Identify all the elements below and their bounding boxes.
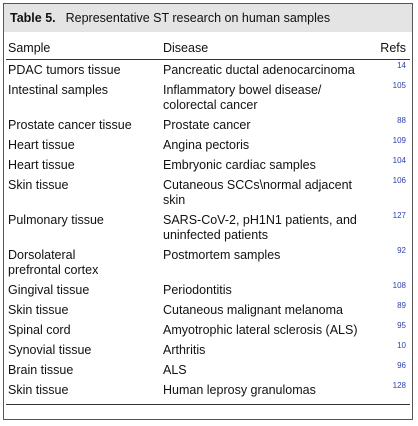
cell-line: Intestinal samples <box>8 83 109 97</box>
sample-cell: Skin tissue <box>6 380 161 405</box>
cell-line: Skin tissue <box>8 178 69 192</box>
sample-cell: Heart tissue <box>6 155 161 175</box>
table-row: Dorsolateral prefrontal cortex Postmortem … <box>6 245 410 280</box>
ref-cell: 108 <box>392 281 406 290</box>
table-row: Pulmonary tissue SARS-CoV-2, pH1N1 patien… <box>6 210 410 245</box>
cell-line: Synovial tissue <box>8 343 92 357</box>
disease-cell: Amyotrophic lateral sclerosis (ALS) <box>161 320 376 340</box>
table-row: Heart tissue Embryonic cardiac samples 104 <box>6 155 410 175</box>
header-row: Sample Disease Refs <box>6 32 410 60</box>
cell-line: Brain tissue <box>8 363 74 377</box>
ref-cell: 88 <box>397 116 406 125</box>
disease-cell: Embryonic cardiac samples <box>161 155 376 175</box>
cell-line: Heart tissue <box>8 158 75 172</box>
table-label: Table 5. <box>10 11 56 25</box>
disease-cell: Periodontitis <box>161 280 376 300</box>
cell-line: Inflammatory bowel disease/ <box>163 83 322 97</box>
header-cell: Disease <box>161 32 376 60</box>
cell-line: SARS-CoV-2, pH1N1 patients, and <box>163 213 357 227</box>
cell-line: Angina pectoris <box>163 138 250 152</box>
cell-line: Amyotrophic lateral sclerosis (ALS) <box>163 323 358 337</box>
cell-line: Postmortem samples <box>163 248 281 262</box>
ref-cell: 92 <box>397 246 406 255</box>
cell-line: Heart tissue <box>8 138 75 152</box>
ref-cell: 10 <box>397 341 406 350</box>
table-row: Prostate cancer tissue Prostate cancer 88 <box>6 115 410 135</box>
header-cell: Sample <box>6 32 161 60</box>
disease-cell: Cutaneous SCCs\normal adjacent skin <box>161 175 376 210</box>
cell-line: Pancreatic ductal adenocarcinoma <box>163 63 355 77</box>
table-row: Brain tissue ALS 96 <box>6 360 410 380</box>
cell-line: Spinal cord <box>8 323 71 337</box>
table-row: Skin tissue Cutaneous SCCs\normal adjacen… <box>6 175 410 210</box>
table: Sample Disease Refs PDAC tumors tissue Pa… <box>6 32 410 405</box>
table-frame: Table 5. Representative ST research on hu… <box>3 3 413 420</box>
cell-line: Periodontitis <box>163 283 232 297</box>
cell-line: Gingival tissue <box>8 283 90 297</box>
cell-line: Arthritis <box>163 343 206 357</box>
disease-cell: Angina pectoris <box>161 135 376 155</box>
disease-cell: Prostate cancer <box>161 115 376 135</box>
cell-line: Skin tissue <box>8 383 69 397</box>
ref-cell: 128 <box>376 380 410 405</box>
ref-cell: 105 <box>392 81 406 90</box>
disease-cell: Pancreatic ductal adenocarcinoma <box>161 60 376 81</box>
cell-line: colorectal cancer <box>163 98 258 112</box>
sample-cell: Brain tissue <box>6 360 161 380</box>
sample-cell: Heart tissue <box>6 135 161 155</box>
table-caption: Table 5. Representative ST research on hu… <box>4 4 412 32</box>
sample-cell: Dorsolateral prefrontal cortex <box>6 245 161 280</box>
cell-line: uninfected patients <box>163 228 268 242</box>
table-row: Gingival tissue Periodontitis 108 <box>6 280 410 300</box>
table-row: Synovial tissue Arthritis 10 <box>6 340 410 360</box>
header-cell: Refs <box>376 32 410 60</box>
cell-line: PDAC tumors tissue <box>8 63 121 77</box>
table-row: Intestinal samples Inflammatory bowel dis… <box>6 80 410 115</box>
disease-cell: Postmortem samples <box>161 245 376 280</box>
cell-line: prefrontal cortex <box>8 263 99 277</box>
disease-cell: Human leprosy granulomas <box>161 380 376 405</box>
table-row: Skin tissue Cutaneous malignant melanoma 8… <box>6 300 410 320</box>
cell-line: ALS <box>163 363 187 377</box>
table-body: PDAC tumors tissue Pancreatic ductal aden… <box>6 60 410 405</box>
ref-cell: 104 <box>392 156 406 165</box>
sample-cell: Pulmonary tissue <box>6 210 161 245</box>
cell-line: Prostate cancer tissue <box>8 118 132 132</box>
sample-cell: Skin tissue <box>6 300 161 320</box>
sample-cell: Intestinal samples <box>6 80 161 115</box>
ref-cell: 127 <box>392 211 406 220</box>
sample-cell: Prostate cancer tissue <box>6 115 161 135</box>
table-title: Representative ST research on human samp… <box>65 11 331 25</box>
disease-cell: SARS-CoV-2, pH1N1 patients, and uninfecte… <box>161 210 376 245</box>
ref-cell: 89 <box>397 301 406 310</box>
cell-line: Embryonic cardiac samples <box>163 158 316 172</box>
sample-cell: Gingival tissue <box>6 280 161 300</box>
ref-cell: 14 <box>397 61 406 70</box>
table-row: Skin tissue Human leprosy granulomas 128 <box>6 380 410 405</box>
cell-line: Prostate cancer <box>163 118 251 132</box>
sample-cell: Skin tissue <box>6 175 161 210</box>
disease-cell: Inflammatory bowel disease/colorectal ca… <box>161 80 376 115</box>
cell-line: Skin tissue <box>8 303 69 317</box>
disease-cell: Arthritis <box>161 340 376 360</box>
cell-line: Dorsolateral <box>8 248 76 262</box>
disease-cell: ALS <box>161 360 376 380</box>
table-row: Heart tissue Angina pectoris 109 <box>6 135 410 155</box>
table-row: Spinal cord Amyotrophic lateral sclerosis… <box>6 320 410 340</box>
cell-line: Cutaneous malignant melanoma <box>163 303 343 317</box>
cell-line: Human leprosy granulomas <box>163 383 316 397</box>
sample-cell: Spinal cord <box>6 320 161 340</box>
ref-cell: 109 <box>392 136 406 145</box>
ref-cell: 106 <box>392 176 406 185</box>
cell-line: Cutaneous SCCs\normal adjacent skin <box>163 178 352 207</box>
cell-line: Pulmonary tissue <box>8 213 104 227</box>
disease-cell: Cutaneous malignant melanoma <box>161 300 376 320</box>
sample-cell: PDAC tumors tissue <box>6 60 161 81</box>
ref-cell: 95 <box>397 321 406 330</box>
sample-cell: Synovial tissue <box>6 340 161 360</box>
table-row: PDAC tumors tissue Pancreatic ductal aden… <box>6 60 410 81</box>
ref-cell: 96 <box>397 361 406 370</box>
